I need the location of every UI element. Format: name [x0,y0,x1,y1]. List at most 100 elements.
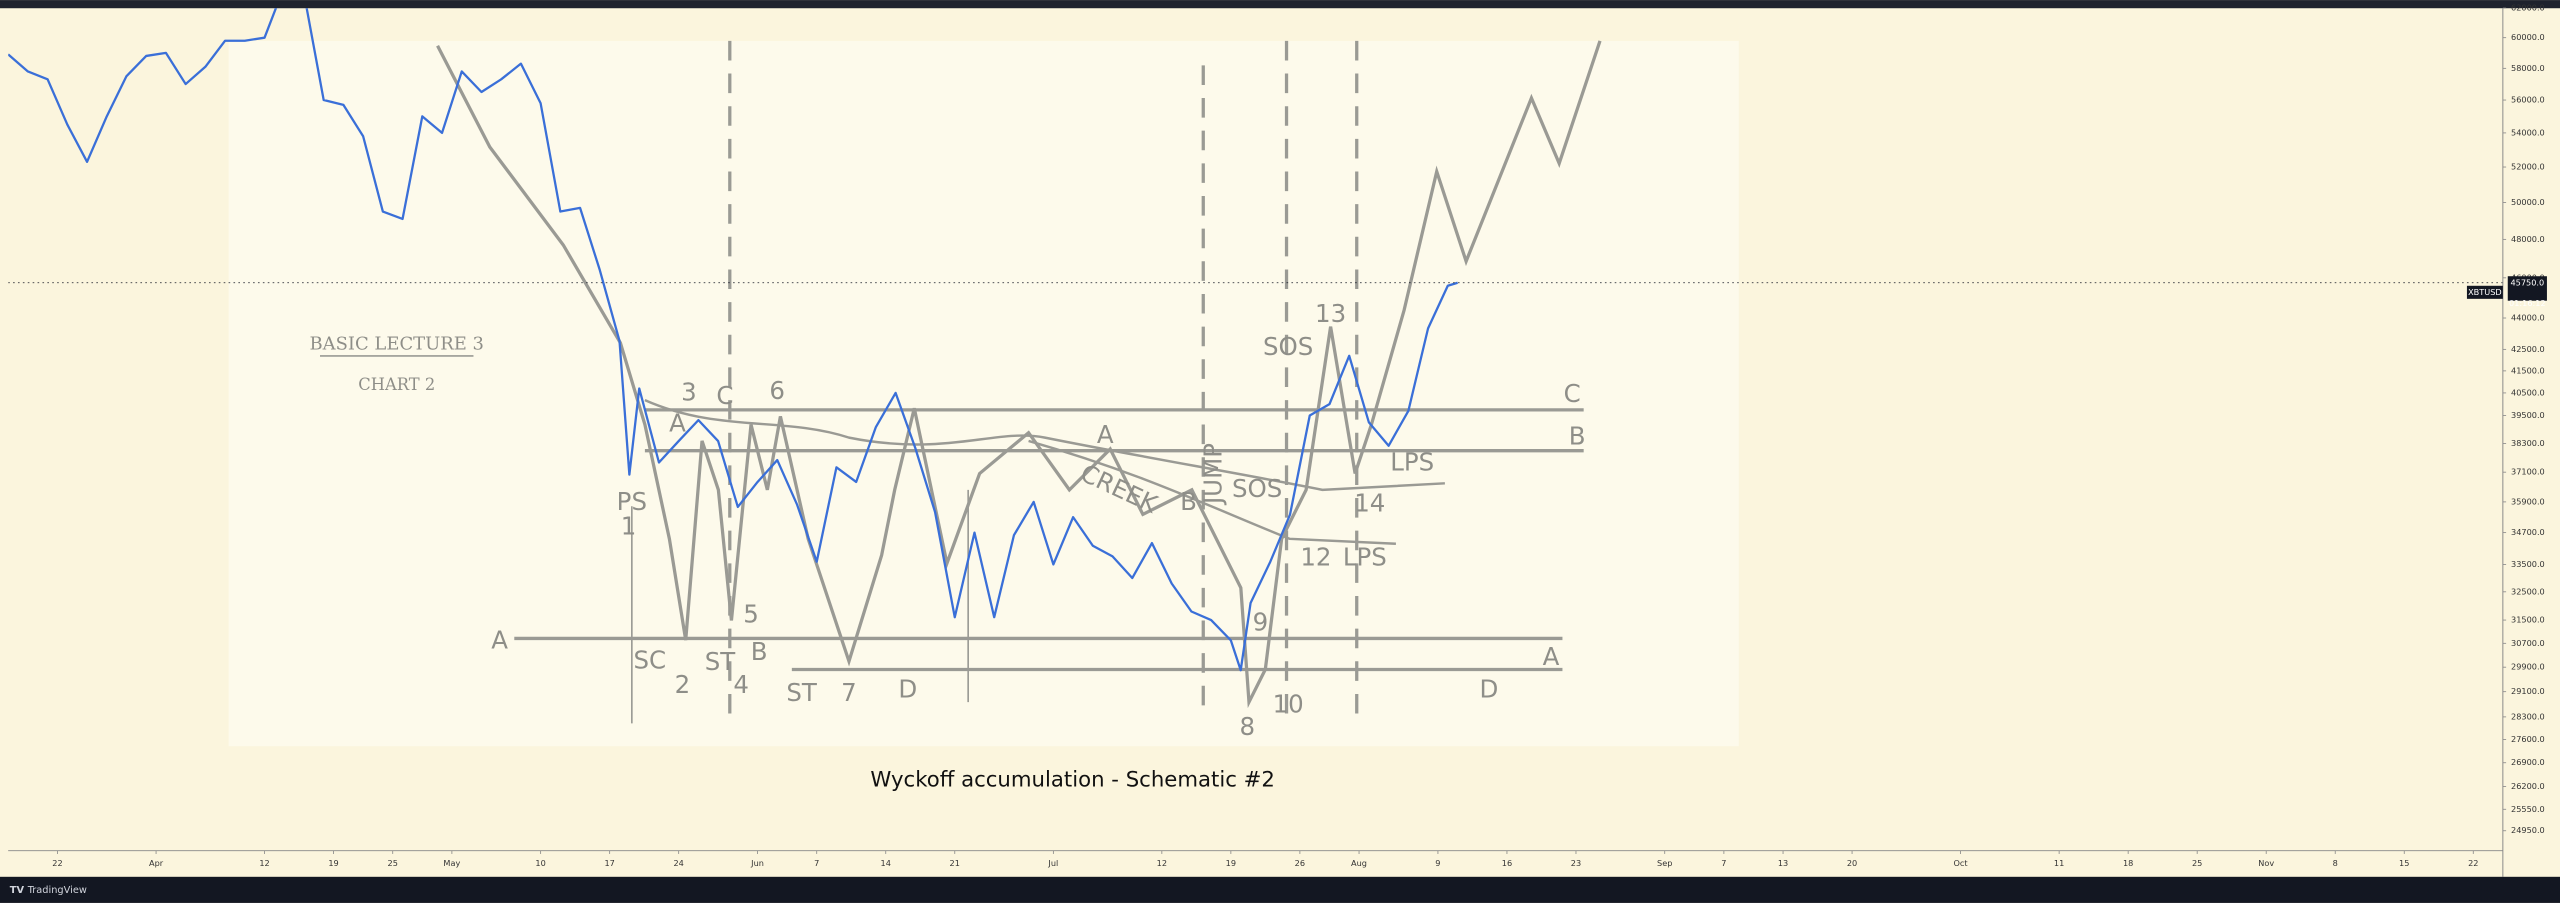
x-tick-label: 11 [2054,858,2064,868]
x-tick-label: May [443,858,460,868]
x-tick-label: 21 [950,858,960,868]
x-tick-label: 20 [1847,858,1857,868]
annotation: 13 [1315,299,1346,328]
y-tick-label: 50000.0 [2511,197,2545,207]
annotation: A [491,626,508,655]
annotation: ST [705,647,737,676]
x-tick-label: 26 [1295,858,1305,868]
annotation: 1 [621,511,637,540]
x-axis: 22 Apr 12 19 25 May 10 17 24 Jun 7 14 21 Jul 12 19 26 Aug… [52,850,2478,868]
schematic-image [228,40,1739,747]
y-tick-label: 32500.0 [2511,586,2545,596]
y-tick-label: 27600.0 [2511,734,2545,744]
annotation: ST [786,678,818,707]
annotation: A [1543,642,1560,671]
y-tick-label: 60000.0 [2511,32,2545,42]
annotation: 4 [733,670,749,699]
x-tick-label: 17 [604,858,614,868]
annotation: PS [617,487,647,516]
x-tick-label: Sep [1657,858,1672,868]
annotation: B [1180,487,1197,516]
creek-curve [1028,439,1396,545]
annotation: 7 [841,678,857,707]
y-tick-label: 26200.0 [2511,781,2545,791]
y-tick-label: 40500.0 [2511,387,2545,397]
annotation: 12 [1300,542,1331,571]
x-tick-label: Apr [149,858,164,868]
x-tick-label: 24 [673,858,683,868]
schematic-path [436,40,1602,709]
x-tick-label: 22 [52,858,62,868]
y-tick-label: 28300.0 [2511,711,2545,721]
annotation: 9 [1253,608,1269,637]
symbol: XBTUSD [2468,287,2502,297]
annotation: LPS [1390,448,1434,477]
creek-curve [644,398,1445,492]
y-tick-label: 48000.0 [2511,234,2545,244]
countdown: 01:16:12 [2509,298,2546,308]
y-axis: 62000.0 60000.0 58000.0 56000.0 54000.0 52000… [2502,3,2545,835]
annotation: 14 [1354,489,1385,518]
y-tick-label: 29100.0 [2511,686,2545,696]
price-line [8,8,1458,672]
y-tick-label: 34700.0 [2511,527,2545,537]
price-tag [2507,276,2547,301]
plot [8,8,2503,672]
annotation: 5 [743,600,759,629]
x-tick-label: 18 [2123,858,2133,868]
x-tick-label: 12 [259,858,269,868]
y-tick-label: 38300.0 [2511,438,2545,448]
x-tick-label: Oct [1953,858,1967,868]
y-tick-label: 24950.0 [2511,825,2545,835]
y-tick-label: 29900.0 [2511,662,2545,672]
y-tick-label: 26900.0 [2511,757,2545,767]
x-tick-label: 23 [1571,858,1581,868]
last-price: 45750.0 [2510,277,2544,287]
caption: Wyckoff accumulation - Schematic #2 [870,767,1275,792]
annotation: 2 [675,670,691,699]
annotation: A [669,409,686,438]
logo-mark: TV [10,885,25,896]
y-tick-label: 54000.0 [2511,127,2545,137]
x-tick-label: 13 [1778,858,1788,868]
annotation: BASIC LECTURE 3 [310,334,484,355]
symbol-tag [2466,285,2503,299]
annotation: D [1480,675,1499,704]
y-tick-label: 37100.0 [2511,467,2545,477]
y-tick-label: 39500.0 [2511,410,2545,420]
annotation: SC [633,645,666,674]
x-tick-label: Jul [1047,858,1058,868]
y-tick-label: 42500.0 [2511,344,2545,354]
brand: TradingView [27,885,87,896]
y-tick-label: 31500.0 [2511,615,2545,625]
x-tick-label: Nov [2258,858,2274,868]
annotation: LPS [1343,542,1387,571]
annotation: SOS [1232,474,1282,503]
y-tick-label: 52000.0 [2511,162,2545,172]
x-tick-label: 9 [1435,858,1440,868]
annotation: 6 [769,376,785,405]
annotation: A [1097,420,1114,449]
annotation: SOS [1263,332,1313,361]
x-tick-label: Jun [750,858,764,868]
annotation: B [1569,422,1586,451]
annotation: D [898,675,917,704]
x-tick-label: 25 [2192,858,2202,868]
x-tick-label: 16 [1502,858,1512,868]
x-tick-label: 14 [881,858,891,868]
y-tick-label: 58000.0 [2511,63,2545,73]
y-tick-label: 44000.0 [2511,313,2545,323]
x-tick-label: 19 [328,858,338,868]
x-tick-label: 22 [2468,858,2478,868]
annotation: 10 [1273,689,1304,718]
x-tick-label: 12 [1157,858,1167,868]
y-tick-label: 35900.0 [2511,496,2545,506]
annotation: C [1564,379,1581,408]
y-tick-label: 30700.0 [2511,638,2545,648]
y-tick-label: 62000.0 [2511,3,2545,13]
bottom-bar [0,876,2560,903]
annotation: CHART 2 [358,375,435,394]
y-tick-label: 41500.0 [2511,365,2545,375]
